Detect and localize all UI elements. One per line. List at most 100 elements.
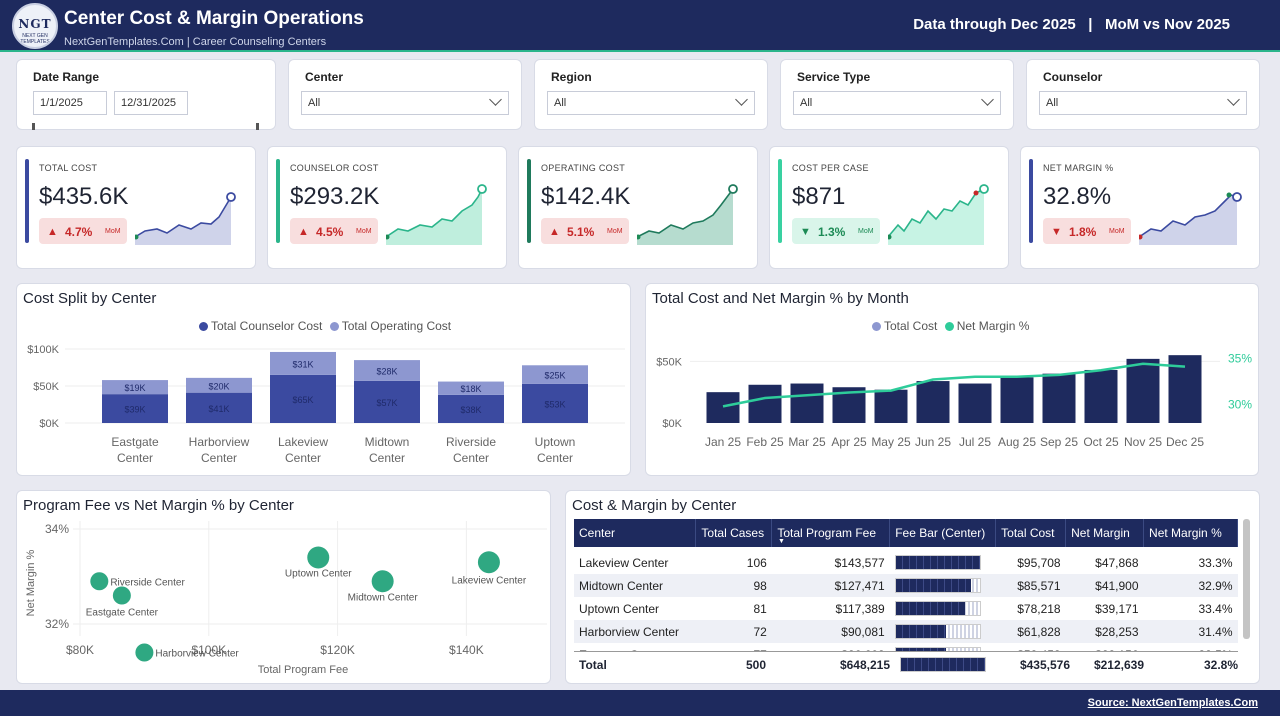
logo: NGT NEXT GEN TEMPLATES xyxy=(12,3,58,49)
service-type-value: All xyxy=(800,97,813,109)
sparkline-area xyxy=(386,189,482,245)
bar-value-label: $53K xyxy=(544,399,565,409)
date-end-input[interactable]: 12/31/2025 xyxy=(114,91,188,115)
scatter-point-label: Eastgate Center xyxy=(86,608,159,619)
center-dropdown[interactable]: All xyxy=(301,91,509,115)
column-header[interactable]: Net Margin % xyxy=(1143,519,1238,547)
legend-counselor: Total Counselor Cost xyxy=(211,319,323,333)
scatter-point-label: Midtown Center xyxy=(348,592,419,603)
cell-center: Uptown Center xyxy=(579,601,660,616)
cell-net-margin: $28,253 xyxy=(1065,620,1144,643)
table-row[interactable]: Lakeview Center 106 $143,577 $95,708 $47… xyxy=(574,551,1238,574)
cell-fee-bar xyxy=(890,551,996,574)
y-tick-label: $0K xyxy=(662,418,682,430)
region-filter-label: Region xyxy=(551,70,592,84)
sparkline-line xyxy=(135,196,232,238)
total-cell: $435,576 xyxy=(1019,658,1070,672)
cell-fee-bar xyxy=(889,620,996,643)
cell-center: Harborview Center xyxy=(574,620,696,643)
kpi-mom-label: MoM xyxy=(105,228,121,235)
x-tick-label: Center xyxy=(369,451,405,465)
cell-cases: 98 xyxy=(695,574,772,597)
scatter-point xyxy=(135,643,154,662)
kpi-accent-bar xyxy=(778,159,782,243)
bar-counselor-cost xyxy=(102,394,168,423)
service-type-dropdown[interactable]: All xyxy=(793,91,1001,115)
bar-total-cost xyxy=(874,389,908,423)
legend-dot xyxy=(329,322,339,331)
region-dropdown[interactable]: All xyxy=(547,91,755,115)
arrow-up-icon: ▲ xyxy=(298,226,309,238)
column-header[interactable]: Fee Bar (Center) xyxy=(889,519,997,547)
fee-bar xyxy=(900,657,986,672)
bar-counselor-cost xyxy=(438,394,504,423)
chevron-down-icon xyxy=(1227,93,1240,106)
column-header[interactable]: Center xyxy=(574,519,697,547)
cell-total-cost: $95,708 xyxy=(1017,555,1061,570)
x-tick-label: $140K xyxy=(449,643,484,657)
kpi-title: TOTAL COST xyxy=(39,163,98,173)
sparkline-end-dot xyxy=(1232,192,1242,202)
column-header[interactable]: Total Cost xyxy=(995,519,1067,547)
table-scrollbar[interactable] xyxy=(1243,519,1250,639)
slider-end-handle[interactable] xyxy=(256,123,259,130)
x-tick-label: Midtown xyxy=(365,435,410,449)
column-header[interactable]: Net Margin xyxy=(1065,519,1145,547)
table-row[interactable]: Midtown Center 98 $127,471 $85,571 $41,9… xyxy=(574,574,1238,597)
kpi-accent-bar xyxy=(527,159,531,243)
scatter-title: Program Fee vs Net Margin % by Center xyxy=(23,497,294,514)
cost-split-panel: Cost Split by Center Total Counselor Cos… xyxy=(16,283,631,476)
data-period: Data through Dec 2025 | MoM vs Nov 2025 xyxy=(913,16,1230,33)
kpi-change-badge: ▲ 4.7% MoM xyxy=(39,218,127,244)
monthly-panel: Total Cost and Net Margin % by Month Tot… xyxy=(645,283,1259,476)
fee-bar xyxy=(894,578,981,593)
table-row[interactable]: Harborview Center 72 $90,081 $61,828 $28… xyxy=(574,620,1238,643)
bar-operating-cost xyxy=(522,365,588,384)
counselor-dropdown[interactable]: All xyxy=(1039,91,1247,115)
sparkline-max-dot xyxy=(973,190,979,196)
cell-center: Midtown Center xyxy=(574,574,696,597)
arrow-down-icon: ▼ xyxy=(800,226,811,238)
legend-dot xyxy=(872,322,881,331)
date-start-input[interactable]: 1/1/2025 xyxy=(33,91,107,115)
fee-bar xyxy=(894,624,981,639)
kpi-change: 5.1% xyxy=(567,225,595,239)
bar-counselor-cost xyxy=(186,392,252,423)
center-value: All xyxy=(308,97,321,109)
bar-value-label: $28K xyxy=(376,366,397,376)
y-tick-label: 32% xyxy=(45,617,69,631)
cell-program-fee: $90,081 xyxy=(771,620,890,643)
column-header[interactable]: Total Cases xyxy=(695,519,773,547)
cell-net-margin: $39,171 xyxy=(1095,601,1139,616)
kpi-sparkline xyxy=(135,192,236,245)
cell-cases: 106 xyxy=(746,555,767,570)
fee-bar-fill xyxy=(895,579,971,592)
fee-bar-fill xyxy=(895,625,946,638)
kpi-change-badge: ▲ 5.1% MoM xyxy=(541,218,629,244)
bar-counselor-cost xyxy=(270,374,336,423)
column-header[interactable]: Total Program Fee xyxy=(771,519,891,547)
scatter-point xyxy=(477,551,500,574)
cell-net-margin-pct: 32.9% xyxy=(1143,574,1238,597)
kpi-title: COST PER CASE xyxy=(792,163,869,173)
cell-net-margin: $47,868 xyxy=(1095,555,1139,570)
date-range-filter: Date Range 1/1/2025 12/31/2025 xyxy=(16,59,276,130)
table-panel: Cost & Margin by Center Center Total Case… xyxy=(565,490,1260,684)
cell-net-margin-pct: 31.4% xyxy=(1143,620,1238,643)
region-filter: Region All xyxy=(534,59,768,130)
kpi-change: 4.7% xyxy=(65,225,93,239)
kpi-accent-bar xyxy=(25,159,29,243)
sort-desc-icon: ▼ xyxy=(778,538,785,545)
chevron-down-icon xyxy=(981,93,994,106)
cost-split-chart: $100K $50K $0K $39K $19K Eastgate Center $41K $2… xyxy=(27,344,625,465)
table-row[interactable]: Uptown Center 81 $117,389 $78,218 $39,17… xyxy=(574,597,1238,620)
cell-net-margin: $41,900 xyxy=(1065,574,1144,597)
table-container: Center Total Cases Total Program Fee Fee Ba… xyxy=(574,519,1238,677)
slider-start-handle[interactable] xyxy=(32,123,35,130)
center-filter: Center All xyxy=(288,59,522,130)
bar-total-cost xyxy=(1000,377,1034,423)
cost-split-legend: Total Counselor Cost Total Operating Cos… xyxy=(199,319,451,333)
bar-total-cost xyxy=(1042,373,1076,423)
cell-total-cost: $85,571 xyxy=(995,574,1066,597)
source-link[interactable]: Source: NextGenTemplates.Com xyxy=(1087,697,1258,709)
